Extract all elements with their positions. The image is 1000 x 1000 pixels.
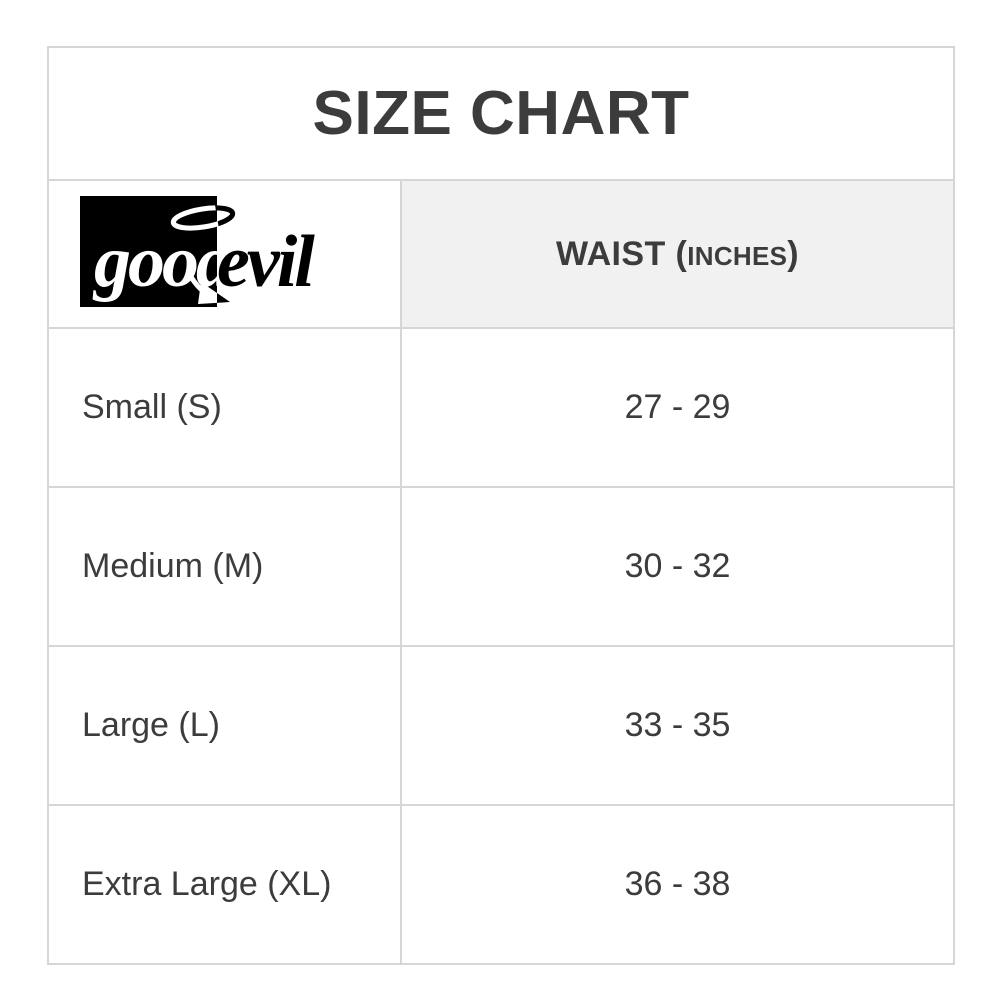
waist-value-cell: 36 - 38 [400, 804, 955, 965]
size-name-cell: Extra Large (XL) [47, 804, 402, 965]
waist-value-cell: 33 - 35 [400, 645, 955, 806]
logo-text-evil: evil [217, 221, 315, 303]
waist-unit-label: INCHES [687, 240, 788, 271]
waist-header-cell: WAIST (INCHES) [400, 179, 955, 329]
title-row: SIZE CHART [47, 46, 955, 181]
table-row: Medium (M) 30 - 32 [47, 486, 955, 647]
size-name-label: Large (L) [82, 706, 220, 745]
table-row: Extra Large (XL) 36 - 38 [47, 804, 955, 965]
waist-value-label: 33 - 35 [624, 706, 731, 745]
logo-black-block [79, 196, 217, 307]
waist-value-cell: 30 - 32 [400, 486, 955, 647]
devil-tail-arrow-icon [185, 270, 230, 304]
page-title: SIZE CHART [312, 78, 690, 148]
brand-logo-cell: good evil [47, 179, 402, 329]
waist-header-label: WAIST (INCHES) [556, 235, 799, 273]
waist-header-main: WAIST [555, 234, 666, 273]
size-chart-table: SIZE CHART [47, 46, 955, 965]
goodevil-logo: good evil [79, 194, 370, 314]
halo-icon [170, 205, 235, 231]
size-name-label: Extra Large (XL) [82, 865, 332, 904]
waist-unit-close-paren: ) [787, 234, 800, 273]
table-row: Large (L) 33 - 35 [47, 645, 955, 806]
size-name-label: Small (S) [82, 388, 222, 427]
logo-text-good: good [92, 221, 234, 303]
waist-value-label: 36 - 38 [624, 865, 731, 904]
waist-value-label: 27 - 29 [624, 388, 731, 427]
waist-value-label: 30 - 32 [624, 547, 731, 586]
table-row: Small (S) 27 - 29 [47, 327, 955, 488]
waist-header-space [666, 235, 676, 273]
size-name-cell: Large (L) [47, 645, 402, 806]
goodevil-logo-svg: good evil [79, 196, 318, 307]
size-name-label: Medium (M) [82, 547, 264, 586]
size-name-cell: Medium (M) [47, 486, 402, 647]
table-header-row: good evil [47, 179, 955, 329]
waist-value-cell: 27 - 29 [400, 327, 955, 488]
size-name-cell: Small (S) [47, 327, 402, 488]
title-cell: SIZE CHART [47, 46, 955, 181]
waist-unit-open-paren: ( [675, 234, 688, 273]
